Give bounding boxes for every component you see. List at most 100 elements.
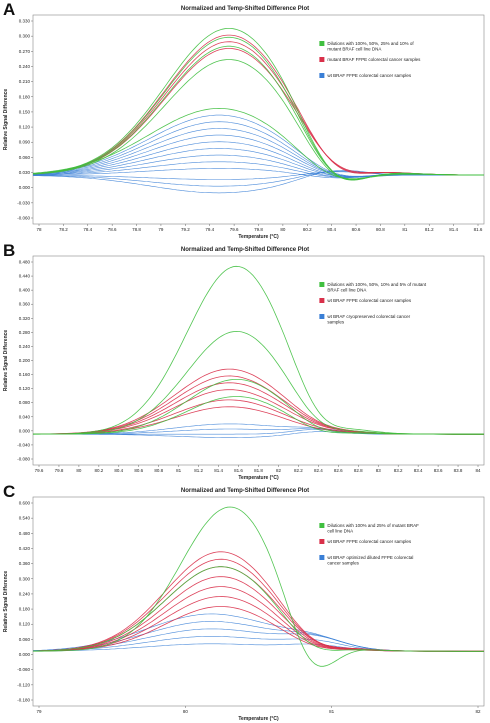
- y-tick-label: 0.150: [19, 109, 31, 114]
- chart-b: 0.480 0.440 0.400 0.360 0.320 0.280 0.240 0.200…: [3, 255, 485, 481]
- y-tick-label: 0.000: [19, 428, 31, 433]
- panel-c: C Normalized and Temp-Shifted Difference…: [0, 482, 490, 723]
- legend-swatch: [319, 298, 325, 303]
- series-line-green: [33, 396, 484, 435]
- x-tick-label: 80: [76, 468, 82, 473]
- y-tick-label: -0.080: [17, 457, 30, 462]
- y-tick-label: -0.030: [17, 200, 30, 205]
- series-line-green: [32, 566, 484, 652]
- series-line-green: [32, 107, 484, 179]
- legend-label: wt BRAF FFPE colorectal cancer samples: [327, 298, 412, 303]
- x-axis-label: Temperature (°C): [238, 475, 279, 481]
- x-tick-label: 81: [402, 227, 408, 232]
- y-tick-label: -0.040: [17, 442, 30, 447]
- x-tick-label: 83.2: [394, 468, 403, 473]
- y-tick-label: 0.300: [19, 34, 31, 39]
- x-tick-label: 81.8: [254, 468, 263, 473]
- x-axis-label: Temperature (°C): [238, 234, 279, 240]
- legend-swatch: [319, 73, 325, 78]
- legend-label: wt BRAF optimized diluted FFPE colorecta…: [327, 555, 413, 566]
- legend-swatch: [319, 314, 325, 319]
- x-tick-label: 81: [329, 709, 335, 714]
- legend-label: Dilutions with 100% and 25% of mutant BR…: [327, 523, 419, 534]
- series-line-blue: [32, 170, 484, 194]
- panel-a: A Normalized and Temp-Shifted Difference…: [0, 0, 490, 241]
- y-axis-label: Relative Signal Difference: [3, 571, 9, 633]
- legend-label: Dilutions with 100%, 50%, 25% and 10% of…: [327, 41, 414, 52]
- chart-title: Normalized and Temp-Shifted Difference P…: [180, 488, 310, 494]
- x-tick-label: 79: [36, 709, 42, 714]
- x-tick-label: 80.8: [376, 227, 385, 232]
- x-tick-label: 82.8: [354, 468, 363, 473]
- y-tick-label: 0.420: [19, 546, 31, 551]
- y-tick-label: -0.120: [17, 682, 30, 687]
- y-tick-label: 0.320: [19, 316, 31, 321]
- chart-c: 0.600 0.540 0.480 0.420 0.360 0.300 0.240 0.180…: [3, 496, 485, 722]
- y-tick-label: 0.000: [19, 185, 31, 190]
- x-tick-label: 82: [276, 468, 282, 473]
- y-tick-label: 0.160: [19, 372, 31, 377]
- y-tick-label: 0.240: [19, 591, 31, 596]
- x-tick-label: 81: [176, 468, 182, 473]
- x-tick-label: 80.6: [352, 227, 361, 232]
- y-tick-label: 0.120: [19, 386, 31, 391]
- x-tick-label: 81.4: [214, 468, 223, 473]
- chart-title: Normalized and Temp-Shifted Difference P…: [180, 6, 310, 12]
- x-tick-label: 81.2: [194, 468, 203, 473]
- y-tick-label: 0.360: [19, 302, 31, 307]
- y-tick-label: 0.330: [19, 19, 31, 24]
- x-tick-label: 82.6: [334, 468, 343, 473]
- x-tick-label: 78.6: [108, 227, 117, 232]
- legend-label: wt BRAF cryopreserved colorectal cancer s…: [327, 314, 410, 325]
- y-tick-label: 0.120: [19, 125, 31, 130]
- panel-letter: B: [3, 241, 16, 260]
- x-tick-label: 80.4: [327, 227, 336, 232]
- y-tick-label: 0.400: [19, 288, 31, 293]
- y-tick-label: 0.440: [19, 274, 31, 279]
- y-tick-label: 0.210: [19, 79, 31, 84]
- x-tick-label: 80: [183, 709, 189, 714]
- y-tick-label: 0.600: [19, 501, 31, 506]
- y-tick-label: 0.040: [19, 414, 31, 419]
- legend-swatch: [319, 57, 325, 62]
- legend-swatch: [319, 539, 325, 544]
- x-tick-label: 83.8: [454, 468, 463, 473]
- x-tick-label: 82: [475, 709, 481, 714]
- y-tick-label: 0.080: [19, 400, 31, 405]
- y-tick-label: 0.540: [19, 516, 31, 521]
- x-tick-label: 80.4: [114, 468, 123, 473]
- x-tick-label: 78: [36, 227, 42, 232]
- x-tick-label: 81.6: [234, 468, 243, 473]
- chart-a: 0.330 0.300 0.270 0.240 0.210 0.180 0.150 0.120…: [3, 14, 485, 240]
- y-tick-label: 0.000: [19, 652, 31, 657]
- y-tick-label: 0.270: [19, 49, 31, 54]
- legend-label: Dilutions with 100%, 50%, 10% and 5% of …: [327, 282, 427, 293]
- y-tick-label: -0.180: [17, 698, 30, 703]
- legend-label: wt BRAF FFPE colorectal cancer samples: [327, 73, 412, 78]
- legend-swatch: [319, 555, 325, 560]
- x-tick-label: 79.8: [254, 227, 263, 232]
- x-axis-label: Temperature (°C): [238, 716, 279, 722]
- y-tick-label: 0.180: [19, 607, 31, 612]
- y-tick-label: 0.120: [19, 622, 31, 627]
- panel-letter: A: [3, 0, 16, 19]
- y-tick-label: -0.060: [17, 216, 30, 221]
- y-tick-label: 0.300: [19, 576, 31, 581]
- y-axis-label: Relative Signal Difference: [3, 330, 9, 392]
- x-tick-label: 81.4: [449, 227, 458, 232]
- x-tick-label: 84: [475, 468, 481, 473]
- x-tick-label: 81.6: [474, 227, 483, 232]
- y-tick-label: 0.280: [19, 330, 31, 335]
- y-tick-label: 0.030: [19, 170, 31, 175]
- legend-swatch: [319, 282, 325, 287]
- y-tick-label: 0.090: [19, 140, 31, 145]
- x-tick-label: 82.4: [314, 468, 323, 473]
- x-tick-label: 79.6: [35, 468, 44, 473]
- x-tick-label: 78.8: [132, 227, 141, 232]
- x-tick-label: 78.4: [83, 227, 92, 232]
- y-tick-label: 0.240: [19, 64, 31, 69]
- legend-label: wt BRAF FFPE colorectal cancer samples: [327, 539, 412, 544]
- y-tick-label: 0.200: [19, 358, 31, 363]
- x-tick-label: 80.2: [94, 468, 103, 473]
- y-tick-label: 0.240: [19, 344, 31, 349]
